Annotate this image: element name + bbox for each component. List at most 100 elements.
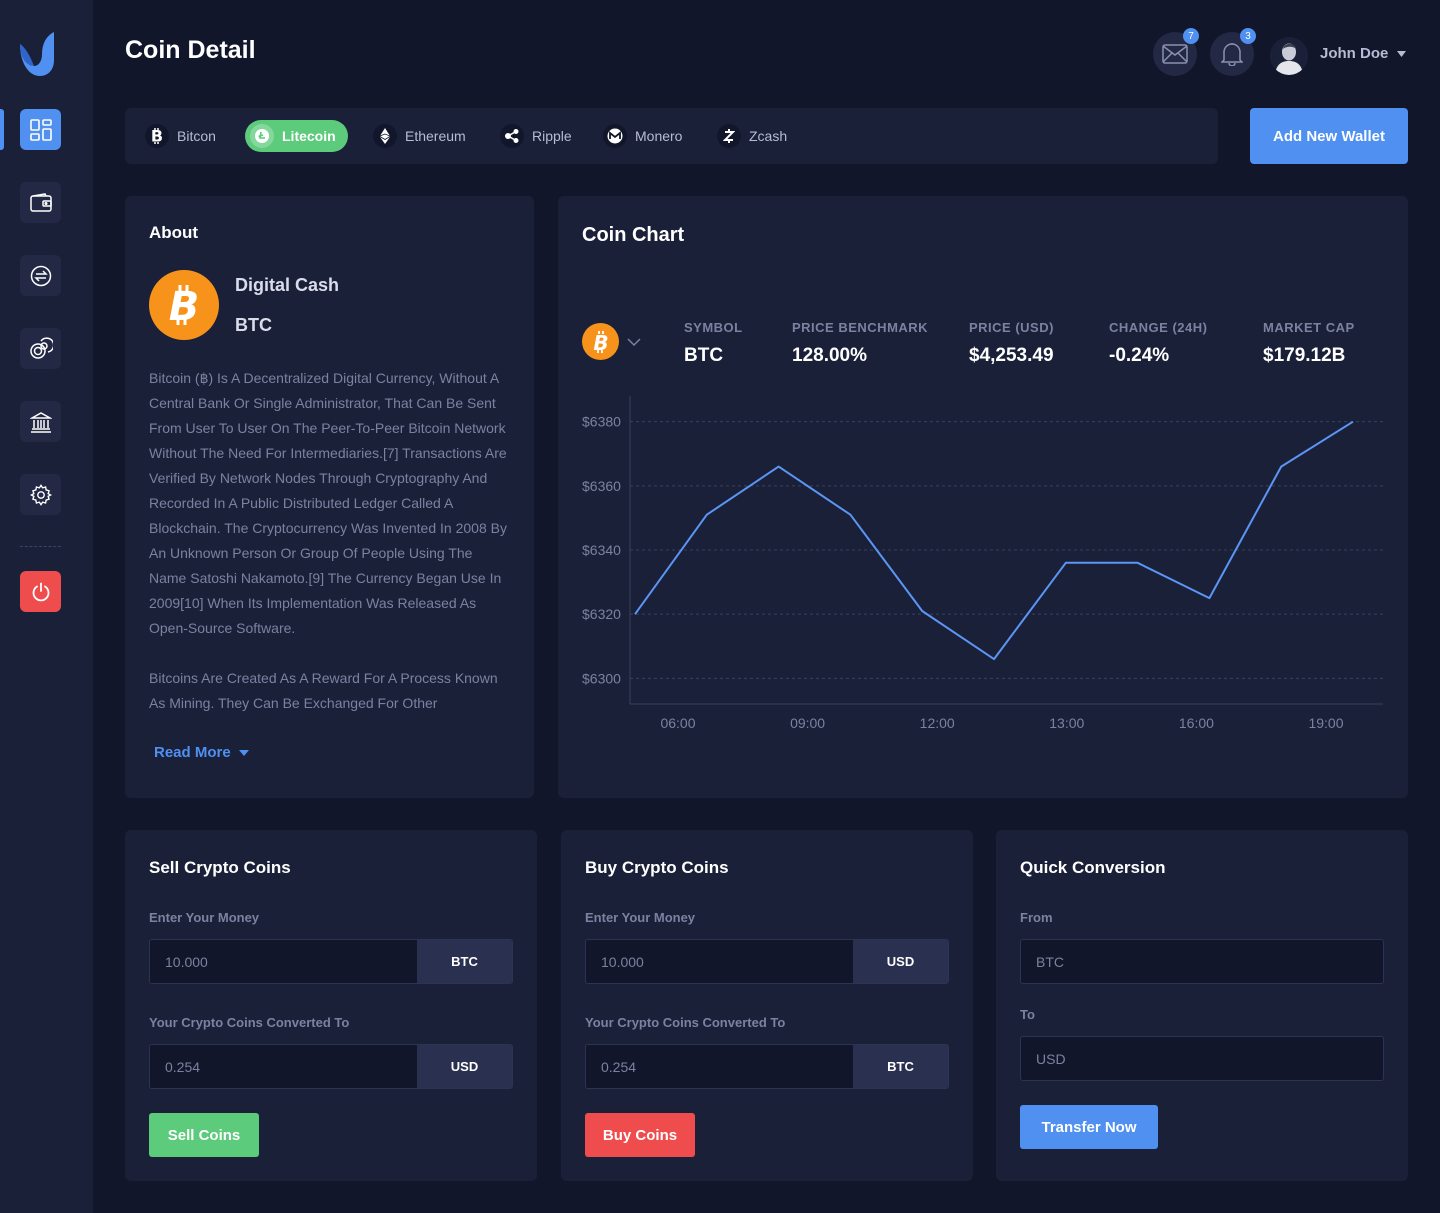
bank-icon <box>29 411 52 433</box>
stat-label: PRICE BENCHMARK <box>792 320 929 335</box>
add-wallet-button[interactable]: Add New Wallet <box>1250 108 1408 164</box>
y-tick-label: $6320 <box>582 606 621 622</box>
bitcoin-icon: B <box>145 124 169 148</box>
sidebar-item-coins[interactable] <box>20 328 61 369</box>
read-more-label: Read More <box>154 744 231 761</box>
monero-icon <box>603 124 627 148</box>
buy-converted-unit[interactable]: BTC <box>853 1045 948 1088</box>
sell-coins-button[interactable]: Sell Coins <box>149 1113 259 1157</box>
read-more-link[interactable]: Read More <box>154 744 249 761</box>
buy-converted-label: Your Crypto Coins Converted To <box>585 1015 786 1030</box>
sell-money-input[interactable]: 10.000 <box>150 940 417 983</box>
exchange-icon <box>30 265 51 286</box>
stat-market-cap: MARKET CAP $179.12B <box>1263 320 1355 367</box>
sidebar-item-settings[interactable] <box>20 474 61 515</box>
mail-icon <box>1162 44 1188 64</box>
stat-value: BTC <box>684 345 724 366</box>
transfer-now-button[interactable]: Transfer Now <box>1020 1105 1158 1149</box>
coin-tabs: B Bitcon Litecoin Ethereum Ripple Monero… <box>125 108 1218 164</box>
sell-converted-label: Your Crypto Coins Converted To <box>149 1015 350 1030</box>
tab-label: Ethereum <box>405 128 466 144</box>
sidebar-item-bank[interactable] <box>20 401 61 442</box>
quick-conversion-card: Quick Conversion From BTC To USD Transfe… <box>996 830 1408 1181</box>
bell-icon <box>1221 43 1243 66</box>
coin-name: Digital Cash <box>235 275 340 295</box>
tab-monero[interactable]: Monero <box>598 120 694 152</box>
to-label: To <box>1020 1007 1035 1022</box>
buy-money-input[interactable]: 10.000 <box>586 940 853 983</box>
tab-litecoin[interactable]: Litecoin <box>245 120 348 152</box>
notifications-button[interactable]: 3 <box>1210 28 1256 76</box>
price-line-chart: $6380 $6360 $6340 $6320 $6300 06:00 09:00 12:00… <box>582 396 1383 731</box>
sidebar-divider <box>20 546 61 547</box>
avatar[interactable] <box>1270 37 1308 75</box>
active-indicator <box>0 109 4 150</box>
sidebar-item-wallet[interactable] <box>20 182 61 223</box>
sell-money-label: Enter Your Money <box>149 910 260 925</box>
sell-money-unit[interactable]: BTC <box>417 940 512 983</box>
to-input[interactable]: USD <box>1020 1036 1384 1081</box>
chart-title: Coin Chart <box>582 224 685 246</box>
coin-symbol: BTC <box>235 315 272 335</box>
power-icon <box>32 582 49 601</box>
x-tick-label: 12:00 <box>920 715 955 731</box>
about-paragraph: Bitcoins Are Created As A Reward For A P… <box>149 670 498 711</box>
buy-money-unit[interactable]: USD <box>853 940 948 983</box>
stat-label: MARKET CAP <box>1263 320 1355 335</box>
tab-ethereum[interactable]: Ethereum <box>368 120 478 152</box>
chevron-down-icon[interactable] <box>1397 51 1406 57</box>
coins-icon <box>29 336 53 359</box>
about-description: Bitcoin (฿) Is A Decentralized Digital C… <box>149 366 513 741</box>
tab-label: Bitcon <box>177 128 216 144</box>
price-series-line <box>634 420 1354 661</box>
sidebar-item-dashboard[interactable] <box>20 109 61 150</box>
stat-change-24h: CHANGE (24H) -0.24% <box>1109 320 1207 367</box>
sell-converted-unit[interactable]: USD <box>417 1045 512 1088</box>
svg-text:B: B <box>593 331 608 353</box>
stat-label: PRICE (USD) <box>969 320 1054 335</box>
ethereum-icon <box>373 124 397 148</box>
page-title: Coin Detail <box>125 36 256 64</box>
logo-icon[interactable] <box>20 32 54 76</box>
messages-button[interactable]: 7 <box>1153 28 1199 76</box>
coin-selector[interactable]: B <box>582 323 641 360</box>
bitcoin-logo-icon: B <box>149 270 219 340</box>
stat-label: CHANGE (24H) <box>1109 320 1208 335</box>
tab-zcash[interactable]: Zcash <box>712 120 799 152</box>
sidebar-item-logout[interactable] <box>20 571 61 612</box>
tab-ripple[interactable]: Ripple <box>495 120 584 152</box>
sidebar-item-exchange[interactable] <box>20 255 61 296</box>
y-tick-label: $6360 <box>582 478 621 494</box>
buy-coins-button[interactable]: Buy Coins <box>585 1113 695 1157</box>
buy-money-label: Enter Your Money <box>585 910 696 925</box>
about-paragraph: Bitcoin (฿) Is A Decentralized Digital C… <box>149 370 507 636</box>
dashboard-icon <box>29 118 52 141</box>
buy-title: Buy Crypto Coins <box>585 858 729 877</box>
x-tick-label: 13:00 <box>1049 715 1084 731</box>
tab-bitcoin[interactable]: B Bitcon <box>140 120 228 152</box>
stat-symbol: SYMBOL BTC <box>684 320 743 367</box>
chevron-down-icon <box>627 337 641 346</box>
caret-down-icon <box>238 749 249 756</box>
stat-price-benchmark: PRICE BENCHMARK 128.00% <box>792 320 928 367</box>
stat-value: $4,253.49 <box>969 345 1054 366</box>
tab-label: Zcash <box>749 128 788 144</box>
sidebar <box>0 0 93 1213</box>
tab-label: Monero <box>635 128 683 144</box>
stat-value: 128.00% <box>792 345 868 366</box>
sell-converted-input[interactable]: 0.254 <box>150 1045 417 1088</box>
sell-card: Sell Crypto Coins Enter Your Money 10.00… <box>125 830 537 1181</box>
ripple-icon <box>500 124 524 148</box>
about-title: About <box>149 223 199 242</box>
messages-badge: 7 <box>1183 28 1199 44</box>
stat-value: -0.24% <box>1109 345 1170 366</box>
y-tick-label: $6380 <box>582 414 621 430</box>
y-tick-label: $6300 <box>582 670 621 686</box>
notifications-badge: 3 <box>1240 28 1256 44</box>
buy-converted-input[interactable]: 0.254 <box>586 1045 853 1088</box>
sell-money-input-group: 10.000 BTC <box>149 939 513 984</box>
x-tick-label: 09:00 <box>790 715 825 731</box>
tab-label: Litecoin <box>282 128 336 144</box>
from-input[interactable]: BTC <box>1020 939 1384 984</box>
user-name[interactable]: John Doe <box>1320 45 1389 62</box>
